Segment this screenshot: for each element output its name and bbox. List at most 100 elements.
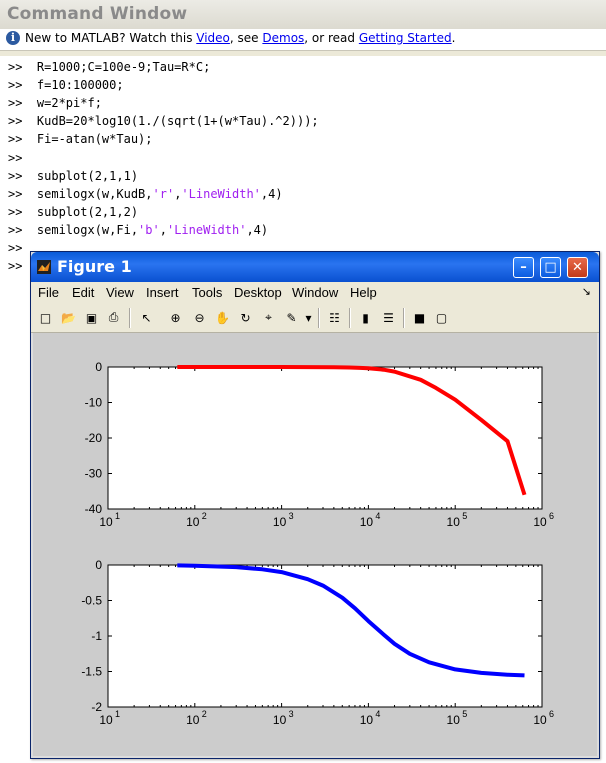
x-tick-label: 10 [186, 515, 200, 529]
code-text: >> [8, 150, 23, 165]
edit-plot-arrow-icon[interactable]: ↖ [141, 310, 152, 325]
menu-window[interactable]: Window [292, 285, 339, 300]
video-link[interactable]: Video [196, 31, 230, 45]
series-line [177, 563, 525, 678]
save-icon[interactable]: ▣ [85, 310, 98, 325]
close-button[interactable]: ✕ [567, 257, 588, 278]
new-figure-icon[interactable]: □ [39, 310, 52, 325]
command-line: >> subplot(2,1,1) [8, 167, 138, 185]
command-line: >> semilogx(w,KudB,'r','LineWidth',4) [8, 185, 283, 203]
y-tick-label: -2 [91, 700, 102, 714]
command-line: >> KudB=20*log10(1./(sqrt(1+(w*Tau).^2))… [8, 112, 319, 130]
y-tick-label: -1 [91, 629, 102, 643]
figure-titlebar[interactable]: Figure 1 – □ ✕ [31, 252, 599, 282]
command-line: >> [8, 149, 22, 167]
x-tick-exponent: 6 [549, 511, 554, 521]
demos-link[interactable]: Demos [262, 31, 305, 45]
show-plot-tools-icon[interactable]: ▢ [435, 310, 448, 325]
menu-tools[interactable]: Tools [192, 285, 223, 300]
zoom-out-icon[interactable]: ⊖ [194, 310, 205, 325]
menu-insert[interactable]: Insert [146, 285, 179, 300]
code-text: ,4) [260, 186, 283, 201]
command-line: >> Fi=-atan(w*Tau); [8, 130, 153, 148]
zoom-in-icon[interactable]: ⊕ [170, 310, 181, 325]
pan-hand-icon[interactable]: ✋ [215, 310, 230, 325]
menu-view[interactable]: View [106, 285, 134, 300]
info-bar: i New to MATLAB? Watch this Video, see D… [0, 29, 606, 49]
code-text: >> w=2*pi*f; [8, 96, 102, 111]
brush-dropdown-icon[interactable]: ▾ [305, 310, 312, 325]
command-window-titlebar: Command Window [0, 0, 606, 30]
getting-started-link[interactable]: Getting Started [358, 31, 452, 45]
command-window-title: Command Window [7, 4, 188, 24]
subplot-2: 10 1 10 2 10 3 10 4 10 5 10 60-0.5-1-1.5-2 [81, 558, 554, 727]
y-tick-label: 0 [95, 558, 102, 572]
matlab-logo-icon [37, 260, 51, 274]
command-line: >> R=1000;C=100e-9;Tau=R*C; [8, 58, 210, 76]
figure-window[interactable]: Figure 1 – □ ✕ File Edit View Insert Tools De… [30, 251, 600, 759]
x-tick-exponent: 5 [462, 511, 467, 521]
open-file-icon[interactable]: 📂 [61, 310, 76, 325]
info-mid2: , or read [304, 31, 359, 45]
figure-toolbar: □ 📂 ▣ ⎙ ↖ ⊕ ⊖ ✋ ↻ ⌖ ✎ ▾ ☷ ▮ ☰ ■ ▢ [31, 304, 599, 333]
figure-canvas[interactable]: 10 1 10 2 10 3 10 4 10 5 10 6 0 -10 -20 -30 -40 10 1 10 2 10 3… [33, 333, 597, 756]
info-post: . [451, 31, 456, 45]
series-line [177, 365, 527, 496]
command-line: >> semilogx(w,Fi,'b','LineWidth',4) [8, 221, 268, 239]
x-tick-label: 10 [99, 515, 113, 529]
x-tick-label: 10 [186, 713, 200, 727]
x-tick-exponent: 3 [289, 709, 294, 719]
menu-edit[interactable]: Edit [72, 285, 95, 300]
maximize-button[interactable]: □ [540, 257, 561, 278]
figure-menubar: File Edit View Insert Tools Desktop Window Help… [31, 282, 599, 304]
info-pre: New to MATLAB? Watch this [25, 31, 197, 45]
x-tick-label: 10 [360, 515, 374, 529]
dock-arrow-icon[interactable]: ↘ [581, 286, 591, 298]
command-line: >> [8, 257, 22, 275]
menu-desktop[interactable]: Desktop [234, 285, 282, 300]
string-literal: 'LineWidth' [166, 222, 247, 237]
menu-help[interactable]: Help [350, 285, 377, 300]
hide-plot-tools-icon[interactable]: ■ [413, 310, 426, 325]
code-text: ,4) [246, 222, 269, 237]
code-text: >> R=1000;C=100e-9;Tau=R*C; [8, 60, 211, 74]
info-text: New to MATLAB? Watch this Video, see Dem… [25, 31, 455, 45]
print-icon[interactable]: ⎙ [108, 310, 119, 324]
code-text: >> Fi=-atan(w*Tau); [8, 132, 153, 147]
data-cursor-icon[interactable]: ⌖ [265, 310, 272, 324]
x-tick-exponent: 3 [289, 511, 294, 521]
x-tick-label: 10 [273, 713, 287, 727]
info-icon: i [6, 31, 20, 45]
x-tick-exponent: 2 [202, 709, 207, 719]
x-tick-exponent: 5 [462, 709, 467, 719]
menu-file[interactable]: File [38, 285, 59, 300]
command-line: >> subplot(2,1,2) [8, 203, 138, 221]
y-tick-label: -0.5 [81, 594, 102, 608]
plot-area [107, 366, 543, 510]
code-text: >> [8, 241, 23, 255]
link-plot-icon[interactable]: ☷ [329, 310, 340, 325]
command-line: >> f=10:100000; [8, 76, 124, 94]
toolbar-separator [318, 308, 320, 328]
toolbar-separator [403, 308, 405, 328]
x-tick-label: 10 [99, 713, 113, 727]
x-tick-exponent: 4 [375, 511, 380, 521]
x-tick-exponent: 1 [115, 511, 120, 521]
rotate-3d-icon[interactable]: ↻ [240, 310, 251, 325]
code-text: >> subplot(2,1,2) [8, 204, 139, 219]
x-tick-label: 10 [533, 515, 547, 529]
minimize-button[interactable]: – [513, 257, 534, 278]
y-tick-label: -10 [85, 396, 103, 410]
y-tick-label: -1.5 [81, 665, 102, 679]
info-mid1: , see [229, 31, 263, 45]
x-tick-label: 10 [360, 713, 374, 727]
code-text: >> semilogx(w,KudB, [8, 186, 153, 201]
code-text: >> f=10:100000; [8, 78, 124, 93]
y-tick-label: -30 [85, 467, 103, 481]
brush-icon[interactable]: ✎ [286, 310, 297, 325]
string-literal: 'r' [152, 186, 175, 201]
colorbar-icon[interactable]: ▮ [362, 310, 369, 325]
string-literal: 'b' [138, 222, 160, 237]
legend-icon[interactable]: ☰ [383, 310, 394, 325]
